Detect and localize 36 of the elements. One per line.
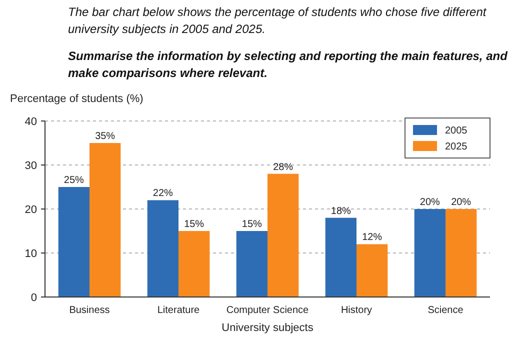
bar [325,218,356,297]
bar [178,231,210,297]
data-label: 15% [242,219,262,230]
x-tick-label: History [340,305,372,316]
bar [147,200,178,297]
data-label: 22% [152,188,174,200]
legend-label: 2025 [445,142,468,152]
bar [414,209,446,297]
x-tick-label: Literature [157,305,200,316]
legend-label: 2005 [445,126,468,136]
bar [356,244,388,297]
y-tick-label: 40 [24,116,37,128]
bar [236,231,268,297]
chart-title: The bar chart below shows the percentage of students who chose five different university subjects in 2005 and 2025. [68,5,487,36]
data-label: 20% [420,197,440,208]
y-tick-label: 30 [24,160,37,172]
y-tick-label: 0 [30,292,37,304]
bar [446,209,477,297]
y-axis-title: Percentage of students (%) [10,93,144,105]
bar [268,174,299,297]
y-tick-label: 10 [24,248,37,260]
bar [90,143,121,297]
data-label: 25% [64,175,84,186]
data-label: 35% [95,131,116,142]
data-label: 18% [330,206,352,217]
data-label: 28% [273,162,294,173]
bar [58,187,90,297]
data-label: 12% [362,232,382,244]
x-tick-label: Computer Science [226,305,310,316]
x-tick-label: Business [69,305,110,316]
x-tick-label: Science [428,305,464,316]
y-tick-label: 20 [24,204,37,216]
x-axis-title: University subjects [222,322,314,334]
chart-subtitle: Summarise the information by selecting and reporting the main features, and make comparisons where relevant. [68,49,508,80]
data-label: 15% [184,219,204,230]
data-label: 20% [451,197,472,208]
